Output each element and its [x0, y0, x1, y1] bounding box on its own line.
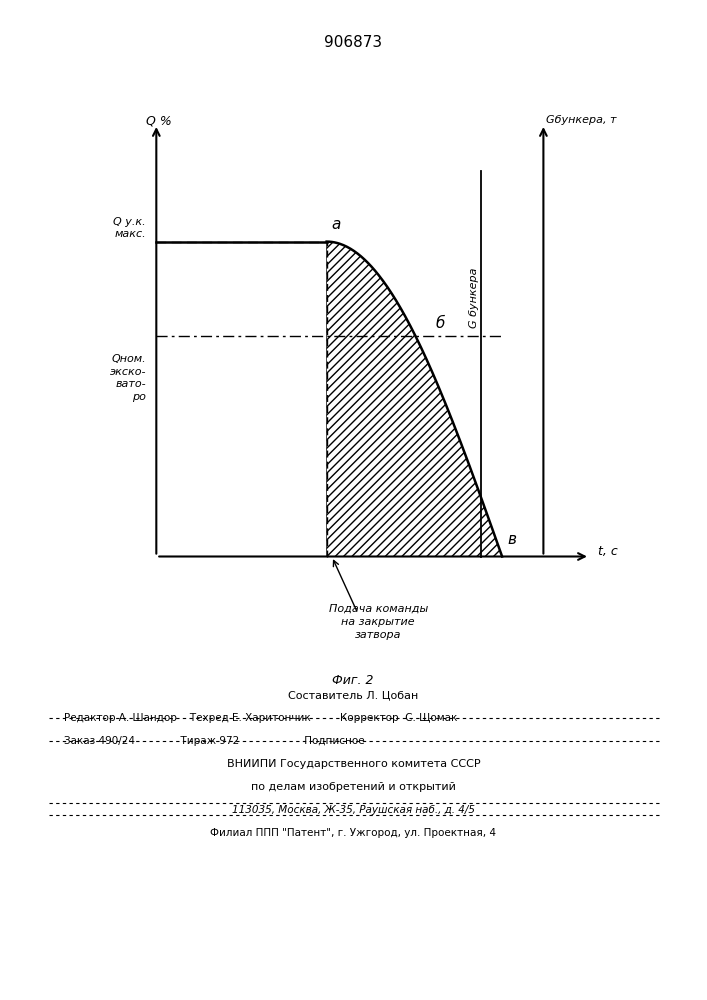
Text: Подача команды
на закрытие
затвора: Подача команды на закрытие затвора	[329, 603, 428, 640]
Text: Фиг. 2: Фиг. 2	[332, 674, 373, 687]
Text: Q у.к.
макс.: Q у.к. макс.	[113, 217, 146, 239]
Text: а: а	[332, 217, 341, 232]
Text: Составитель Л. Цобан: Составитель Л. Цобан	[288, 690, 419, 700]
Text: Q %: Q %	[146, 115, 172, 128]
Text: 906873: 906873	[325, 35, 382, 50]
Text: 113035, Москва, Ж-35, Раушская наб., д. 4/5: 113035, Москва, Ж-35, Раушская наб., д. …	[232, 805, 475, 815]
Text: Заказ 490/24              Тираж 972                    Подписное: Заказ 490/24 Тираж 972 Подписное	[64, 736, 364, 746]
Text: б: б	[435, 316, 445, 331]
Text: Qном.
экско-
вато-
ро: Qном. экско- вато- ро	[110, 354, 146, 402]
Text: по делам изобретений и открытий: по делам изобретений и открытий	[251, 782, 456, 792]
Text: Филиал ППП "Патент", г. Ужгород, ул. Проектная, 4: Филиал ППП "Патент", г. Ужгород, ул. Про…	[211, 828, 496, 838]
Text: в: в	[508, 532, 516, 547]
Text: Редактор А. Шандор    Техред Е. Харитончик         Корректор  С. Щомак: Редактор А. Шандор Техред Е. Харитончик …	[64, 713, 457, 723]
Text: ВНИИПИ Государственного комитета СССР: ВНИИПИ Государственного комитета СССР	[227, 759, 480, 769]
Text: Gбункера, т: Gбункера, т	[546, 115, 617, 125]
Text: t, c: t, c	[597, 545, 617, 558]
Text: G бункера: G бункера	[469, 268, 479, 328]
